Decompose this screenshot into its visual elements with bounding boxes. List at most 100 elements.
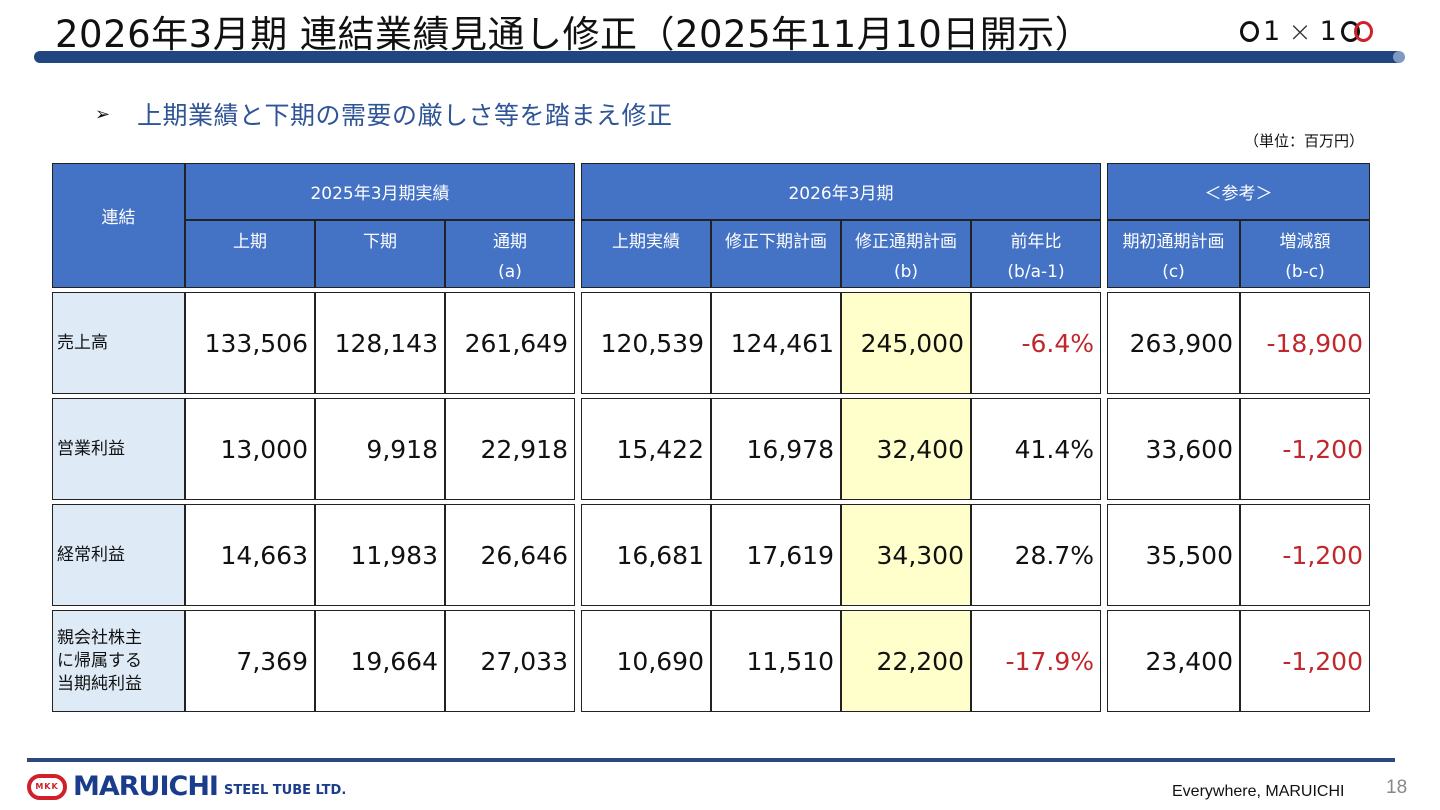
company-name: MARUICHI [73, 771, 219, 802]
column-gap [575, 398, 581, 500]
footer-divider [27, 758, 1395, 762]
cell: 120,539 [581, 292, 711, 394]
col-header-h1: 上期 [185, 220, 315, 288]
cell: 15,422 [581, 398, 711, 500]
col-header-revised-h2-plan: 修正下期計画 [711, 220, 841, 288]
col-header-line1: 期初通期計画 [1122, 232, 1225, 252]
cell: 27,033 [445, 610, 575, 712]
summary-text: 上期業績と下期の需要の厳しさ等を踏まえ修正 [137, 101, 673, 130]
row-label: 営業利益 [52, 398, 185, 500]
col-header-line1: 上期実績 [612, 232, 680, 252]
cell-negative: -1,200 [1240, 504, 1370, 606]
column-gap [575, 504, 581, 606]
cell: 128,143 [315, 292, 445, 394]
col-header-line2: (c) [1162, 262, 1185, 282]
corner-header: 連結 [52, 163, 185, 288]
col-header-revised-full-year-b: 修正通期計画 (b) [841, 220, 971, 288]
logo-times-icon: × [1288, 14, 1312, 48]
col-header-yoy: 前年比 (b/a-1) [971, 220, 1101, 288]
cell-negative: -17.9% [971, 610, 1101, 712]
cell: 133,506 [185, 292, 315, 394]
cell: 263,900 [1107, 292, 1240, 394]
arrowhead-bullet-icon: ➢ [95, 103, 111, 125]
col-header-h2: 下期 [315, 220, 445, 288]
title-underline [34, 51, 1370, 63]
cell: 26,646 [445, 504, 575, 606]
page-number: 18 [1386, 777, 1408, 798]
cell: 16,681 [581, 504, 711, 606]
cell: 23,400 [1107, 610, 1240, 712]
col-header-line1: 通期 [493, 232, 527, 252]
cell: 124,461 [711, 292, 841, 394]
row-label-line: 当期純利益 [57, 673, 142, 694]
cell: 19,664 [315, 610, 445, 712]
company-suffix: STEEL TUBE LTD. [223, 783, 347, 798]
cell-highlight: 32,400 [841, 398, 971, 500]
column-gap [1101, 398, 1107, 500]
cell: 10,690 [581, 610, 711, 712]
col-header-line1: 修正通期計画 [855, 232, 957, 252]
row-label: 経常利益 [52, 504, 185, 606]
cell-negative: -1,200 [1240, 398, 1370, 500]
column-gap [1101, 163, 1107, 288]
col-header-line2: (b/a-1) [1007, 262, 1065, 282]
cell: 14,663 [185, 504, 315, 606]
cell-negative: -18,900 [1240, 292, 1370, 394]
group-header-reference: ＜参考＞ [1107, 163, 1370, 220]
cell: 13,000 [185, 398, 315, 500]
logo-one-b: 1 [1319, 15, 1337, 47]
column-gap [575, 292, 581, 394]
cell: 16,978 [711, 398, 841, 500]
cell: 11,983 [315, 504, 445, 606]
footer-tagline: Everywhere, MARUICHI [1172, 783, 1345, 800]
cell-highlight: 245,000 [841, 292, 971, 394]
cell: 9,918 [315, 398, 445, 500]
cell: 17,619 [711, 504, 841, 606]
cell-highlight: 22,200 [841, 610, 971, 712]
col-header-line1: 上期 [233, 232, 267, 252]
col-header-line1: 前年比 [1010, 232, 1062, 252]
cell: 35,500 [1107, 504, 1240, 606]
group-header-fy2025: 2025年3月期実績 [185, 163, 575, 220]
col-header-initial-plan-c: 期初通期計画 (c) [1107, 220, 1240, 288]
logo-one: 1 [1263, 15, 1281, 47]
row-gap [52, 394, 1370, 398]
col-header-full-year-a: 通期 (a) [445, 220, 575, 288]
summary-bullet: ➢ 上期業績と下期の需要の厳しさ等を踏まえ修正 [95, 96, 673, 132]
logo-circle-icon [1240, 20, 1259, 42]
col-header-line1: 下期 [363, 232, 397, 252]
cell-negative: -1,200 [1240, 610, 1370, 712]
mkk-mark-text: MKK [35, 782, 59, 791]
table-row-operating-profit: 営業利益 13,000 9,918 22,918 15,422 16,978 3… [52, 398, 1370, 500]
group-header-fy2026: 2026年3月期 [581, 163, 1101, 220]
unit-note: （単位：百万円） [1244, 132, 1365, 150]
col-header-line2: (b-c) [1285, 262, 1325, 282]
row-gap [52, 500, 1370, 504]
table-row-ordinary-profit: 経常利益 14,663 11,983 26,646 16,681 17,619 … [52, 504, 1370, 606]
col-header-h1-actual: 上期実績 [581, 220, 711, 288]
column-gap [1101, 610, 1107, 712]
row-gap [52, 606, 1370, 610]
row-gap [52, 288, 1370, 292]
row-label: 売上高 [52, 292, 185, 394]
row-label-line: に帰属する [57, 650, 142, 671]
cell: 7,369 [185, 610, 315, 712]
cell: 11,510 [711, 610, 841, 712]
column-gap [1101, 504, 1107, 606]
maruichi-logo: MKK MARUICHI STEEL TUBE LTD. [27, 771, 346, 802]
cell: 22,918 [445, 398, 575, 500]
page-title: 2026年3月期 連結業績見通し修正（2025年11月10日開示） [55, 13, 1093, 56]
corner-label: 連結 [101, 208, 136, 228]
title-underline-dot [1393, 51, 1405, 63]
cell-highlight: 34,300 [841, 504, 971, 606]
cell-negative: -6.4% [971, 292, 1101, 394]
mkk-emblem-icon: MKK [27, 773, 67, 800]
column-gap [575, 610, 581, 712]
row-label: 親会社株主 に帰属する 当期純利益 [52, 610, 185, 712]
forecast-revision-table: 連結 2025年3月期実績 2026年3月期 ＜参考＞ 上期 下期 通期 (a) … [52, 163, 1370, 712]
col-header-line2: (a) [498, 262, 522, 282]
cell: 33,600 [1107, 398, 1240, 500]
col-header-line1: 増減額 [1279, 232, 1331, 252]
col-header-line1: 修正下期計画 [725, 232, 827, 252]
table-row-net-sales: 売上高 133,506 128,143 261,649 120,539 124,… [52, 292, 1370, 394]
